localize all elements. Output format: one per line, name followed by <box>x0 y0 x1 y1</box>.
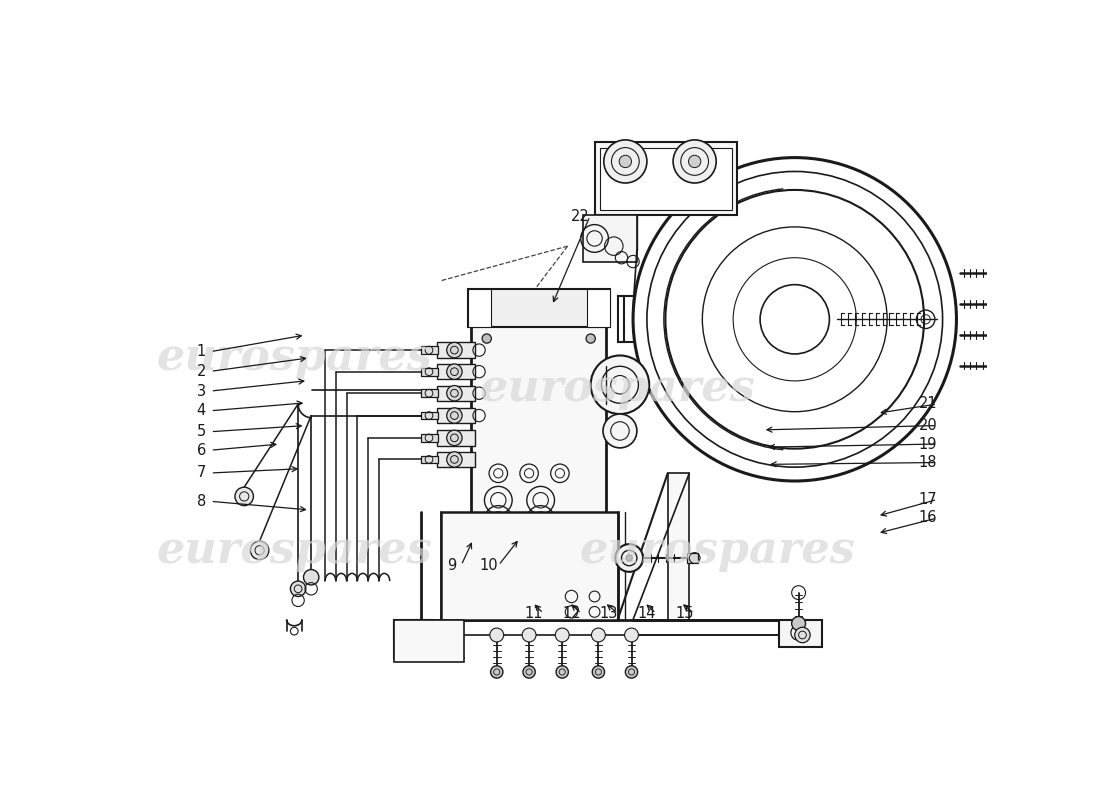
Circle shape <box>591 355 649 414</box>
Text: eurospares: eurospares <box>480 367 756 410</box>
Text: eurospares: eurospares <box>156 529 432 572</box>
Circle shape <box>592 628 605 642</box>
Text: 22: 22 <box>571 209 590 224</box>
Circle shape <box>673 140 716 183</box>
Text: eurospares: eurospares <box>156 336 432 379</box>
Circle shape <box>522 628 536 642</box>
Bar <box>421 455 438 463</box>
Circle shape <box>625 628 638 642</box>
Circle shape <box>491 666 503 678</box>
Circle shape <box>586 334 595 343</box>
Text: 10: 10 <box>480 558 498 573</box>
Text: 6: 6 <box>197 442 206 458</box>
Bar <box>437 364 475 379</box>
Text: 19: 19 <box>918 437 937 451</box>
Bar <box>421 368 438 375</box>
Bar <box>583 215 637 262</box>
Circle shape <box>557 666 569 678</box>
Circle shape <box>482 334 492 343</box>
Bar <box>437 408 475 423</box>
Circle shape <box>447 408 462 423</box>
Bar <box>779 619 822 646</box>
Text: 15: 15 <box>675 606 694 621</box>
Text: 7: 7 <box>197 466 206 481</box>
Circle shape <box>447 452 462 467</box>
Bar <box>437 342 475 358</box>
Bar <box>618 296 624 342</box>
Bar <box>421 434 438 442</box>
Circle shape <box>490 628 504 642</box>
Text: 13: 13 <box>600 606 618 621</box>
Text: 20: 20 <box>918 418 937 433</box>
Circle shape <box>556 628 569 642</box>
Bar <box>421 346 438 354</box>
Text: eurospares: eurospares <box>580 529 856 572</box>
Circle shape <box>603 414 637 448</box>
Circle shape <box>447 342 462 358</box>
Text: 12: 12 <box>563 606 582 621</box>
Circle shape <box>689 155 701 168</box>
Circle shape <box>304 570 319 585</box>
Circle shape <box>592 666 605 678</box>
Text: 5: 5 <box>197 424 206 439</box>
Bar <box>600 147 732 210</box>
Circle shape <box>794 627 810 642</box>
Circle shape <box>625 666 638 678</box>
Bar <box>437 430 475 446</box>
Text: 11: 11 <box>525 606 543 621</box>
Bar <box>668 474 690 619</box>
Bar <box>395 619 464 662</box>
Bar <box>472 323 606 542</box>
Bar <box>395 619 433 639</box>
Circle shape <box>522 666 536 678</box>
Circle shape <box>235 487 253 506</box>
Circle shape <box>615 544 644 572</box>
Bar <box>468 289 609 327</box>
Bar <box>440 512 618 619</box>
Bar <box>686 554 697 562</box>
Bar <box>437 452 475 467</box>
Circle shape <box>619 155 631 168</box>
Bar <box>437 386 475 401</box>
Circle shape <box>792 617 805 630</box>
Bar <box>594 142 737 215</box>
Text: 16: 16 <box>918 510 937 526</box>
Circle shape <box>447 364 462 379</box>
Text: 4: 4 <box>197 403 206 418</box>
Bar <box>587 289 609 327</box>
Text: 9: 9 <box>448 558 456 573</box>
Circle shape <box>447 386 462 401</box>
Text: 18: 18 <box>918 455 937 470</box>
Bar <box>421 412 438 419</box>
Text: 2: 2 <box>197 364 206 379</box>
Text: 8: 8 <box>197 494 206 509</box>
Bar <box>421 390 438 397</box>
Circle shape <box>447 430 462 446</box>
Text: 17: 17 <box>918 492 937 507</box>
Text: 3: 3 <box>197 383 206 398</box>
Text: 1: 1 <box>197 344 206 359</box>
Text: 21: 21 <box>918 397 937 411</box>
Circle shape <box>604 140 647 183</box>
Bar <box>468 289 491 327</box>
Circle shape <box>251 541 268 559</box>
Circle shape <box>626 555 632 561</box>
Circle shape <box>290 581 306 597</box>
Text: 14: 14 <box>638 606 656 621</box>
